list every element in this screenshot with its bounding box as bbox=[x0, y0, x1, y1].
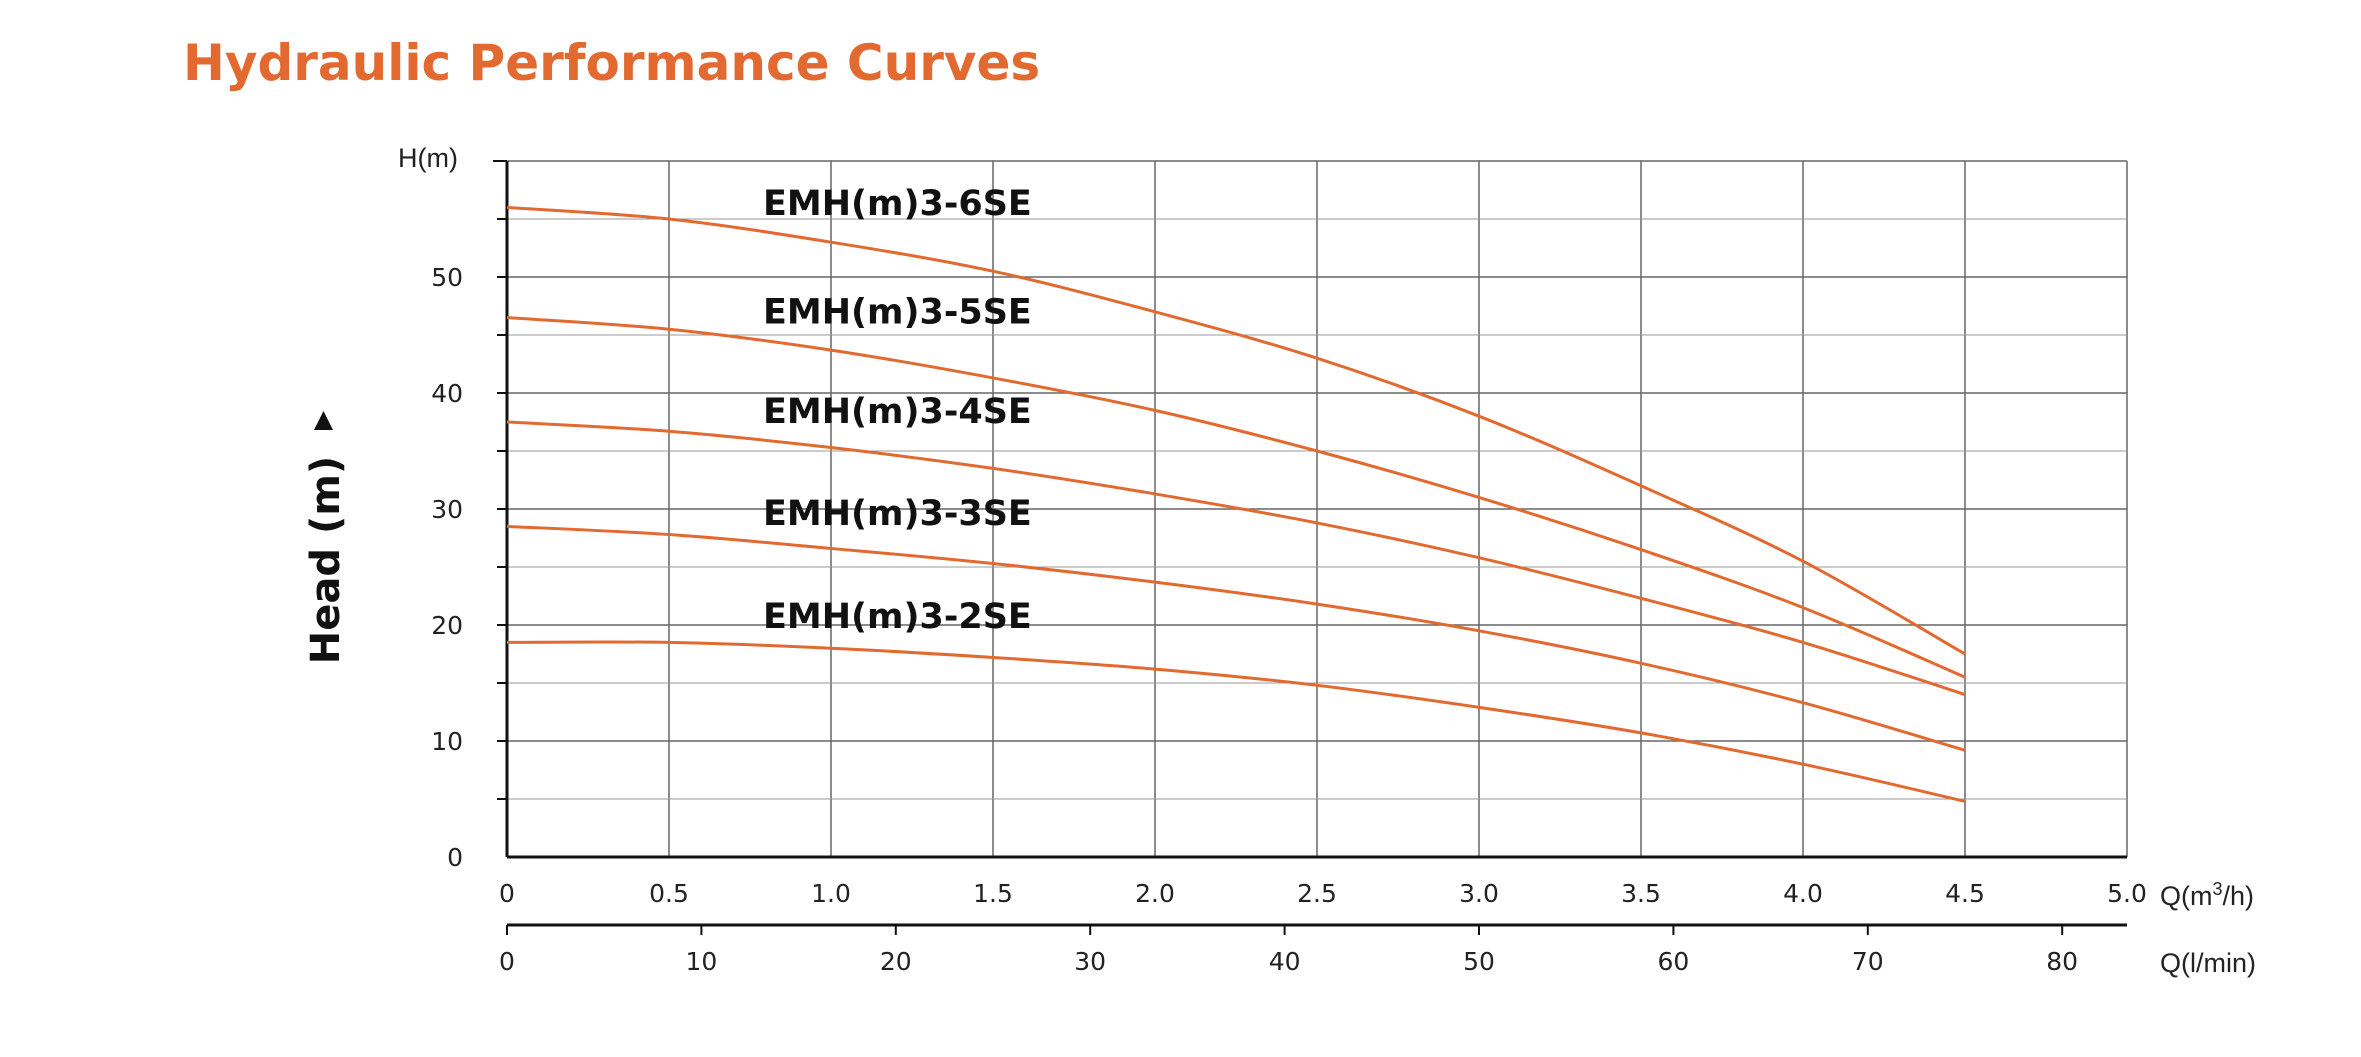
x-tick-label: 4.5 bbox=[1945, 879, 1985, 908]
x-secondary-tick-label: 10 bbox=[685, 947, 717, 976]
x-tick-label: 2.0 bbox=[1135, 879, 1175, 908]
y-axis-title: Head (m) bbox=[303, 411, 349, 664]
curve-label-emh-m-3-5se: EMH(m)3-5SE bbox=[763, 293, 1032, 333]
y-axis-arrow-icon bbox=[314, 411, 333, 430]
x-tick-label: 1.0 bbox=[811, 879, 851, 908]
curve-label-emh-m-3-6se: EMH(m)3-6SE bbox=[763, 184, 1032, 224]
x-tick-label: 3.5 bbox=[1621, 879, 1661, 908]
curve-label-emh-m-3-2se: EMH(m)3-2SE bbox=[763, 597, 1032, 637]
curve-emh-m-3-3se bbox=[506, 524, 1966, 752]
tick-labels: 0 10 20 30 40 50 0 0.5 1.0 1.5 2.0 2.5 3.0 3.5 4.0 4.5 5… bbox=[431, 263, 2147, 976]
x-tick-label: 0.5 bbox=[649, 879, 689, 908]
x-tick-label: 1.5 bbox=[973, 879, 1013, 908]
x-secondary-tick-label: 50 bbox=[1463, 947, 1495, 976]
x-secondary-tick-label: 70 bbox=[1852, 947, 1884, 976]
x-tick-label: 2.5 bbox=[1297, 879, 1337, 908]
y-axis-unit: H(m) bbox=[398, 143, 458, 173]
curve-label-emh-m-3-4se: EMH(m)3-4SE bbox=[763, 392, 1032, 432]
y-tick-label: 30 bbox=[431, 495, 463, 524]
y-tick-label: 40 bbox=[431, 379, 463, 408]
x-secondary-tick-label: 30 bbox=[1074, 947, 1106, 976]
x-secondary-tick-label: 40 bbox=[1269, 947, 1301, 976]
curves bbox=[506, 205, 1966, 803]
curve-emh-m-3-5se bbox=[506, 316, 1966, 679]
page-title: Hydraulic Performance Curves bbox=[183, 34, 1041, 92]
x-tick-label: 3.0 bbox=[1459, 879, 1499, 908]
axes bbox=[493, 160, 2127, 935]
curve-labels: EMH(m)3-6SE EMH(m)3-5SE EMH(m)3-4SE EMH(m)3… bbox=[763, 184, 1032, 637]
x-secondary-tick-label: 80 bbox=[2046, 947, 2078, 976]
curve-emh-m-3-6se bbox=[506, 205, 1966, 656]
y-tick-label: 10 bbox=[431, 727, 463, 756]
y-tick-label: 0 bbox=[447, 843, 463, 872]
x-tick-label: 4.0 bbox=[1783, 879, 1823, 908]
y-tick-label: 50 bbox=[431, 263, 463, 292]
curve-emh-m-3-4se bbox=[506, 420, 1966, 697]
x-tick-label: 0 bbox=[499, 879, 515, 908]
curve-label-emh-m-3-3se: EMH(m)3-3SE bbox=[763, 494, 1032, 534]
x-tick-label: 5.0 bbox=[2107, 879, 2147, 908]
x-axis-unit-secondary: Q(l/min) bbox=[2160, 948, 2256, 978]
y-axis-label: Head (m) bbox=[303, 456, 349, 664]
x-secondary-tick-label: 60 bbox=[1657, 947, 1689, 976]
x-secondary-tick-label: 20 bbox=[880, 947, 912, 976]
x-axis-unit-primary: Q(m3/h) bbox=[2160, 879, 2254, 911]
y-tick-label: 20 bbox=[431, 611, 463, 640]
x-secondary-tick-label: 0 bbox=[499, 947, 515, 976]
curve-emh-m-3-2se bbox=[506, 640, 1966, 803]
grid bbox=[507, 160, 2128, 857]
